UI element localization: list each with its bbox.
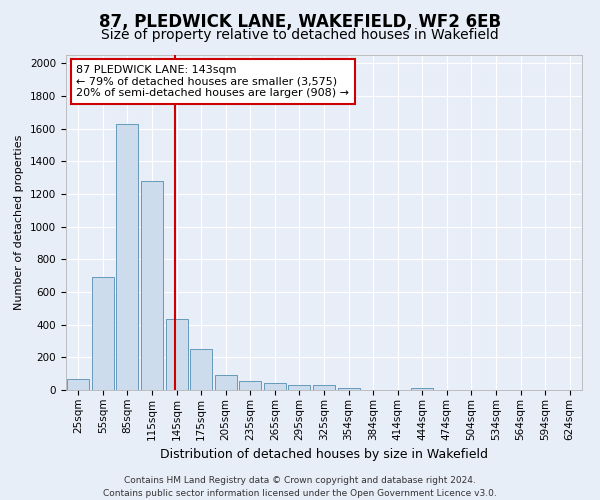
Text: Size of property relative to detached houses in Wakefield: Size of property relative to detached ho… xyxy=(101,28,499,42)
Bar xyxy=(411,388,433,390)
Text: Contains HM Land Registry data © Crown copyright and database right 2024.
Contai: Contains HM Land Registry data © Crown c… xyxy=(103,476,497,498)
Bar xyxy=(116,124,139,390)
Bar xyxy=(289,386,310,390)
Bar xyxy=(67,380,89,390)
Bar xyxy=(92,277,114,390)
Bar xyxy=(215,376,237,390)
Bar xyxy=(264,384,286,390)
Bar xyxy=(166,319,188,390)
Bar xyxy=(313,386,335,390)
Y-axis label: Number of detached properties: Number of detached properties xyxy=(14,135,25,310)
Bar xyxy=(239,381,262,390)
Text: 87, PLEDWICK LANE, WAKEFIELD, WF2 6EB: 87, PLEDWICK LANE, WAKEFIELD, WF2 6EB xyxy=(99,12,501,30)
Text: 87 PLEDWICK LANE: 143sqm
← 79% of detached houses are smaller (3,575)
20% of sem: 87 PLEDWICK LANE: 143sqm ← 79% of detach… xyxy=(76,65,349,98)
Bar xyxy=(141,181,163,390)
Bar xyxy=(338,388,359,390)
Bar xyxy=(190,349,212,390)
X-axis label: Distribution of detached houses by size in Wakefield: Distribution of detached houses by size … xyxy=(160,448,488,461)
